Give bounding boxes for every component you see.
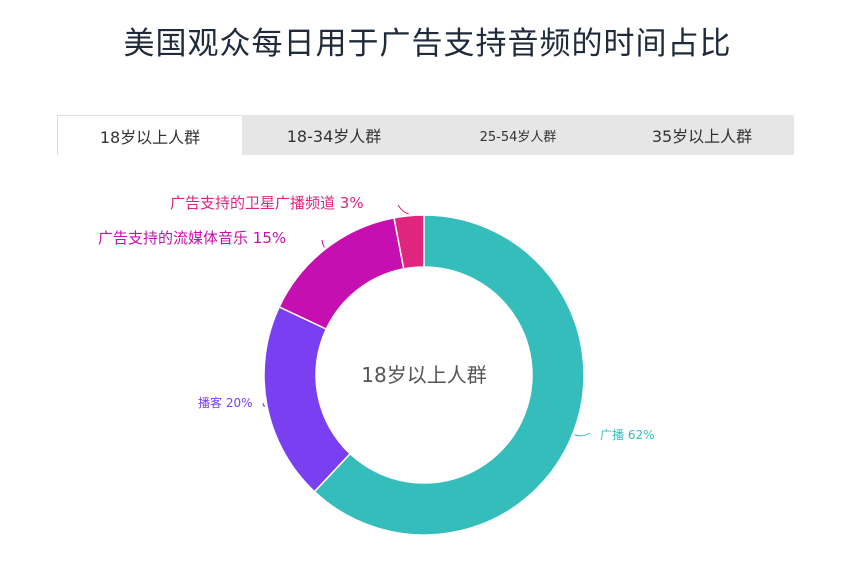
leader-line-2 xyxy=(321,239,325,248)
tab-25-54[interactable]: 25-54岁人群 xyxy=(479,129,557,145)
slice-podcast[interactable] xyxy=(263,305,352,493)
slice-label-radio: 广播 62% xyxy=(600,428,655,442)
leader-line-1 xyxy=(262,402,266,407)
leader-line-0 xyxy=(574,432,591,437)
slice-label-satellite: 广告支持的卫星广播频道 3% xyxy=(170,194,364,212)
slice-streaming[interactable] xyxy=(278,216,405,331)
slice-label-streaming: 广告支持的流媒体音乐 15% xyxy=(98,229,286,247)
leader-line-3 xyxy=(397,204,409,215)
center-label: 18岁以上人群 xyxy=(361,363,486,387)
chart-title: 美国观众每日用于广告支持音频的时间占比 xyxy=(123,26,732,62)
tab-35-plus[interactable]: 35岁以上人群 xyxy=(651,127,753,146)
slice-satellite[interactable] xyxy=(393,214,425,270)
slice-radio[interactable] xyxy=(313,214,585,536)
tab-18-plus[interactable]: 18岁以上人群 xyxy=(57,115,242,155)
slice-label-podcast: 播客 20% xyxy=(198,395,253,410)
age-group-tabs: 18岁以上人群 18-34岁人群 25-54岁人群 35岁以上人群 xyxy=(57,115,794,155)
tab-18-34[interactable]: 18-34岁人群 xyxy=(286,127,382,146)
